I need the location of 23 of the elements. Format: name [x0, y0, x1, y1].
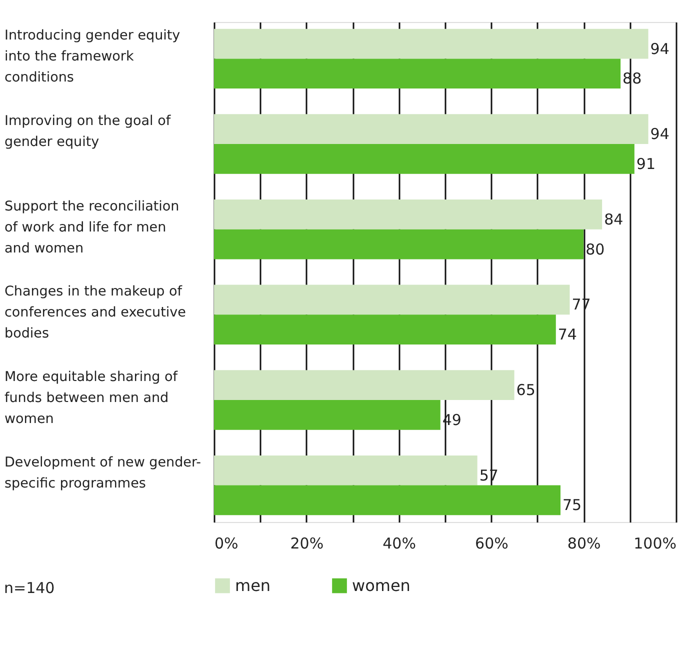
- x-tick-label: 100%: [634, 534, 676, 552]
- text: n=140: [4, 579, 55, 597]
- data-label: 80: [586, 240, 605, 258]
- x-tick-label: 80%: [567, 534, 601, 552]
- x-tick-label: 20%: [290, 534, 324, 552]
- y-tick-label: More equitable sharing of funds between men and women: [4, 368, 179, 427]
- x-tick-label: 60%: [475, 534, 508, 552]
- legend-label: women: [352, 576, 410, 595]
- y-tick-label: Support the reconciliation of work and life for men and women: [4, 198, 180, 256]
- y-tick-label: Improving on the goal of gender equity: [4, 113, 172, 150]
- data-label: 91: [636, 154, 656, 173]
- data-label: 75: [562, 496, 582, 514]
- data-label: 74: [558, 326, 577, 344]
- data-label: 84: [604, 210, 624, 228]
- data-label: 94: [650, 125, 670, 144]
- legend-label: men: [235, 576, 271, 595]
- data-label: 65: [516, 381, 536, 400]
- y-tick-label: Changes in the makeup of conferences and executive bodies: [4, 284, 186, 342]
- x-tick-label: 0%: [214, 534, 238, 552]
- data-label: 94: [650, 40, 670, 58]
- y-tick-label: Introducing gender equity into the framework conditions: [4, 28, 180, 86]
- x-tick-label: 40%: [382, 534, 416, 552]
- y-tick-label: Development of new gender-specific programmes: [4, 454, 202, 492]
